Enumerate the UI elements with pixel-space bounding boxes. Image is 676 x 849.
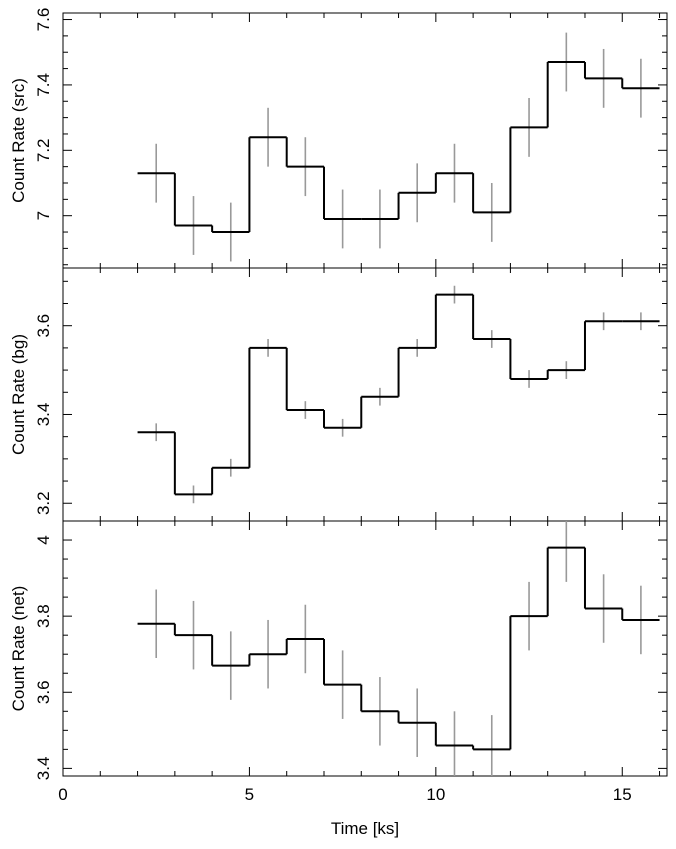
x-tick-label: 10	[426, 785, 445, 804]
y-tick-label: 3.2	[34, 491, 53, 515]
plot-frame	[62, 520, 668, 777]
y-tick-label: 3.4	[34, 757, 53, 781]
error-bars	[155, 521, 642, 776]
error-bars	[155, 32, 642, 262]
x-ticks	[62, 13, 661, 268]
panel-1: 7 7.2 7.4 7.6 Count Rate (src)	[9, 8, 668, 269]
y-tick-label: 3.4	[34, 403, 53, 427]
y-ticks: 7 7.2 7.4 7.6	[34, 8, 667, 266]
y-tick-label: 7.4	[34, 73, 53, 97]
y-tick-label: 3.8	[34, 604, 53, 628]
y-tick-label: 7.6	[34, 8, 53, 32]
x-ticks	[62, 521, 661, 776]
y-tick-label: 7	[34, 211, 53, 220]
x-ticks	[62, 268, 661, 521]
plot-frame	[62, 267, 668, 522]
y-ticks: 3.4 3.6 3.8 4	[34, 535, 667, 780]
plot-frame	[62, 12, 668, 269]
y-tick-label: 3.6	[34, 314, 53, 338]
step-line	[137, 293, 660, 496]
panel-3: 3.4 3.6 3.8 4 Count Rate (net)	[9, 520, 668, 780]
y-ticks: 3.2 3.4 3.6	[34, 280, 667, 515]
y-axis-title: Count Rate (src)	[9, 78, 28, 203]
step-line	[137, 61, 660, 234]
y-axis-title: Count Rate (bg)	[9, 334, 28, 455]
x-tick-label: 15	[613, 785, 632, 804]
step-line	[137, 546, 660, 751]
panels-layer: 7 7.2 7.4 7.6 Count Rate (src) 3.2 3.4 3.6 Count…	[9, 8, 668, 780]
y-tick-label: 4	[34, 535, 53, 544]
x-tick-label: 5	[245, 785, 254, 804]
y-axis-title: Count Rate (net)	[9, 586, 28, 712]
y-tick-label: 7.2	[34, 138, 53, 162]
x-tick-label: 0	[58, 785, 67, 804]
x-axis: 0 5 10 15	[58, 785, 631, 804]
y-tick-label: 3.6	[34, 680, 53, 704]
panel-2: 3.2 3.4 3.6 Count Rate (bg)	[9, 267, 668, 522]
x-axis-title: Time [ks]	[331, 819, 399, 838]
